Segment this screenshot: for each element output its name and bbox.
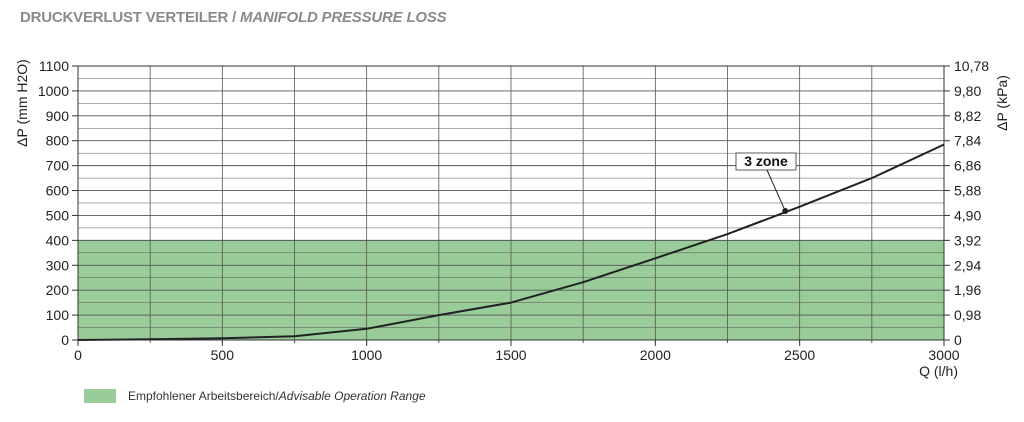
legend-label-english: Advisable Operation Range — [278, 389, 426, 403]
y-tick-label-right: 7,84 — [954, 133, 981, 149]
y-tick-label-left: 700 — [46, 158, 70, 174]
y-tick-label-right: 5,88 — [954, 183, 981, 199]
annotation-leader-line — [766, 169, 786, 212]
x-tick-label: 0 — [74, 347, 82, 363]
y-tick-label-left: 1000 — [38, 83, 69, 99]
x-tick-label: 3000 — [928, 347, 959, 363]
legend-swatch — [84, 389, 116, 403]
y-tick-label-right: 6,86 — [954, 158, 981, 174]
x-tick-label: 500 — [211, 347, 235, 363]
y-tick-label-left: 400 — [46, 232, 70, 248]
legend-label-german: Empfohlener Arbeitsbereich — [128, 389, 276, 403]
y-tick-label-right: 1,96 — [954, 282, 981, 298]
title-separator: / — [228, 9, 241, 26]
y-tick-label-left: 300 — [46, 257, 70, 273]
y-tick-label-left: 0 — [61, 332, 69, 348]
legend: Empfohlener Arbeitsbereich / Advisable O… — [84, 389, 426, 403]
x-tick-label: 2500 — [784, 347, 815, 363]
title-german: DRUCKVERLUST VERTEILER — [20, 9, 229, 26]
y-tick-label-left: 100 — [46, 307, 70, 323]
y-tick-label-right: 3,92 — [954, 232, 981, 248]
y-tick-label-left: 900 — [46, 108, 70, 124]
chart-title: DRUCKVERLUST VERTEILER / MANIFOLD PRESSU… — [20, 9, 447, 26]
annotation-label: 3 zone — [744, 153, 788, 169]
series-line-3-zone — [77, 143, 945, 341]
y-tick-label-left: 200 — [46, 282, 70, 298]
y-tick-label-right: 0 — [954, 332, 962, 348]
x-tick-label: 1000 — [351, 347, 382, 363]
y-tick-label-right: 2,94 — [954, 257, 981, 273]
y-tick-label-left: 800 — [46, 133, 70, 149]
y-tick-label-right: 8,82 — [954, 108, 981, 124]
y-tick-label-right: 9,80 — [954, 83, 981, 99]
annotation-label-box — [735, 152, 797, 171]
y-tick-label-left: 1100 — [39, 58, 69, 74]
y-tick-label-right: 0,98 — [954, 307, 981, 323]
y-tick-label-right: 10,78 — [954, 58, 989, 74]
y-tick-label-right: 4,90 — [954, 207, 981, 223]
title-english: MANIFOLD PRESSURE LOSS — [240, 9, 447, 26]
x-tick-label: 1500 — [495, 347, 526, 363]
y-tick-label-left: 600 — [46, 183, 70, 199]
y-tick-label-left: 500 — [46, 207, 70, 223]
y-axis-label-left: ΔP (mm H2O) — [14, 59, 30, 147]
x-axis-label: Q (l/h) — [919, 363, 958, 379]
legend-label-separator: / — [275, 389, 279, 403]
y-axis-label-right: ΔP (kPa) — [994, 75, 1010, 131]
x-tick-label: 2000 — [640, 347, 671, 363]
